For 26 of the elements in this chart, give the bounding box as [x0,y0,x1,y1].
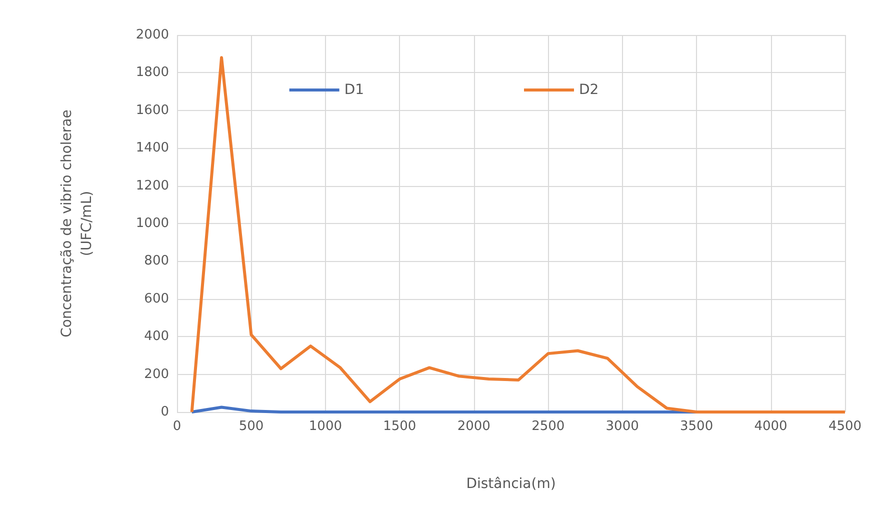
y-tick-label: 1000 [136,216,169,231]
x-tick-label: 1500 [383,419,416,434]
x-tick-label: 0 [172,419,182,434]
x-tick-label: 1000 [308,419,342,434]
x-tick-label: 2500 [532,419,565,434]
x-tick-label: 500 [238,419,264,434]
y-tick-label: 1200 [136,178,169,194]
y-tick-label: 200 [144,366,169,382]
legend-label: D1 [344,82,364,98]
x-tick-label: 4500 [828,419,862,434]
x-tick-label: 4000 [754,419,788,434]
line-series [190,56,846,414]
y-tick-label: 600 [144,291,169,306]
x-tick-label: 2000 [457,419,490,434]
legend-label: D2 [579,82,599,98]
y-tick-label: 400 [144,329,169,344]
y-axis-title: Concentração de vibrio cholerae (UFC/mL) [59,110,95,338]
y-tick-label: 1600 [136,102,169,118]
x-axis-title: Distância(m) [466,476,556,492]
x-tick-label: 3000 [606,419,639,434]
x-tick-label: 3500 [680,419,714,434]
y-tick-label: 2000 [136,28,169,42]
y-tick-label: 0 [160,404,169,420]
y-tick-label: 1800 [136,65,169,80]
y-tick-label: 1400 [136,140,169,156]
y-tick-label: 800 [144,254,169,269]
